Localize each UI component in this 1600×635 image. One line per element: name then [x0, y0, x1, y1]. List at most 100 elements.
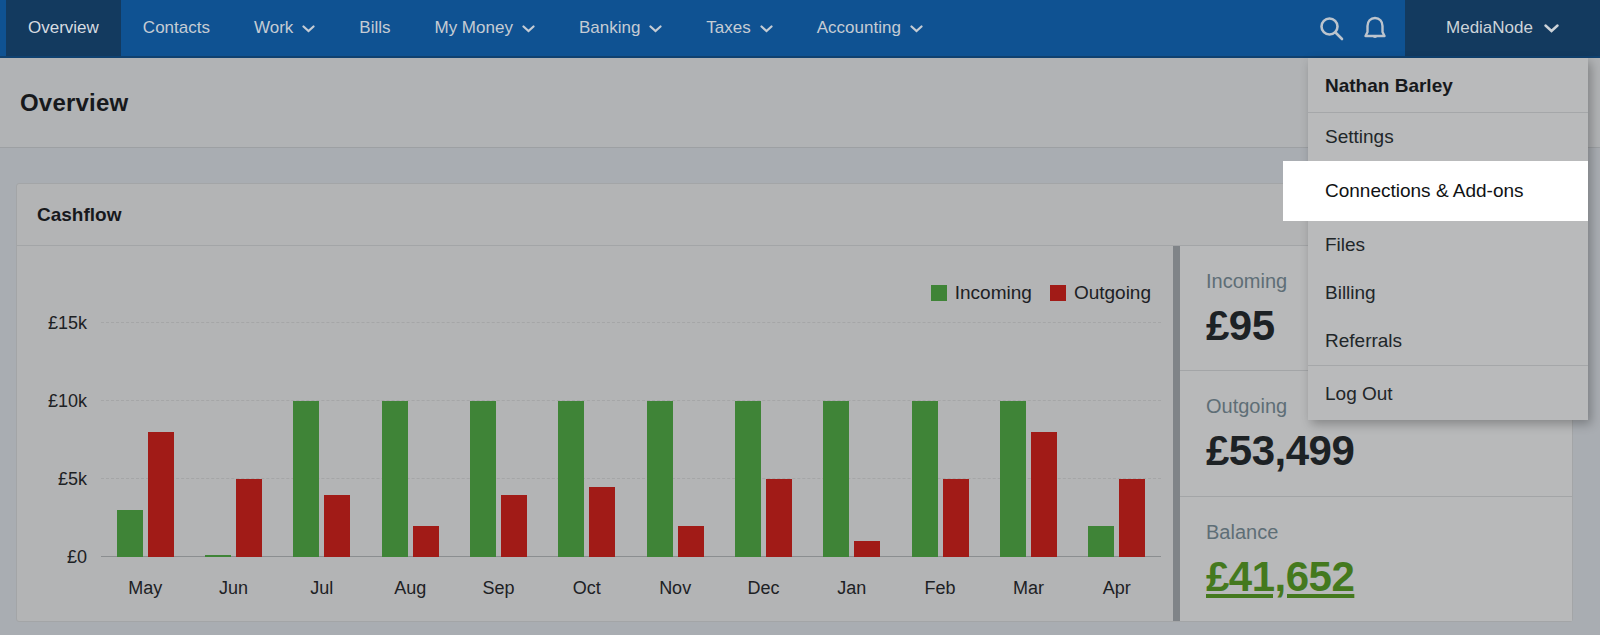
- bar-group-jun: [189, 479, 277, 557]
- bar-group-oct: [543, 401, 631, 557]
- menu-item-billing[interactable]: Billing: [1308, 269, 1588, 317]
- bar-outgoing-feb[interactable]: [943, 479, 969, 557]
- nav-item-label: Overview: [28, 18, 99, 38]
- bar-incoming-sep[interactable]: [470, 401, 496, 557]
- nav-item-label: Accounting: [817, 18, 901, 38]
- cashflow-chart: IncomingOutgoing £0£5k£10k£15k MayJunJul…: [17, 246, 1173, 621]
- nav-item-label: Contacts: [143, 18, 210, 38]
- chart-bars: [101, 307, 1161, 557]
- bar-incoming-dec[interactable]: [735, 401, 761, 557]
- page-title: Overview: [20, 89, 128, 117]
- bar-incoming-apr[interactable]: [1088, 526, 1114, 557]
- search-icon[interactable]: [1309, 0, 1353, 56]
- bar-group-nov: [631, 401, 719, 557]
- bar-incoming-mar[interactable]: [1000, 401, 1026, 557]
- account-menu-trigger[interactable]: MediaNode: [1405, 0, 1600, 56]
- nav-item-contacts[interactable]: Contacts: [121, 0, 232, 56]
- nav-item-banking[interactable]: Banking: [557, 0, 684, 56]
- legend-swatch-outgoing: [1050, 285, 1066, 301]
- x-axis-label-apr: Apr: [1073, 578, 1161, 599]
- nav-item-label: Work: [254, 18, 293, 38]
- bar-incoming-jan[interactable]: [823, 401, 849, 557]
- account-dropdown-menu: Nathan Barley SettingsConnections & Add-…: [1308, 58, 1588, 420]
- x-axis-label-sep: Sep: [454, 578, 542, 599]
- bar-group-jul: [278, 401, 366, 557]
- menu-item-settings[interactable]: Settings: [1308, 113, 1588, 161]
- bar-outgoing-nov[interactable]: [678, 526, 704, 557]
- chevron-down-icon: [302, 18, 315, 38]
- chevron-down-icon: [1544, 18, 1559, 38]
- bar-incoming-feb[interactable]: [912, 401, 938, 557]
- x-axis-label-jun: Jun: [189, 578, 277, 599]
- menu-item-log-out[interactable]: Log Out: [1308, 365, 1588, 420]
- chart-x-axis-labels: MayJunJulAugSepOctNovDecJanFebMarApr: [101, 578, 1161, 599]
- bar-outgoing-mar[interactable]: [1031, 432, 1057, 557]
- bar-group-sep: [454, 401, 542, 557]
- menu-item-files[interactable]: Files: [1308, 221, 1588, 269]
- legend-item-outgoing: Outgoing: [1050, 282, 1151, 304]
- bar-outgoing-apr[interactable]: [1119, 479, 1145, 557]
- bar-group-mar: [984, 401, 1072, 557]
- nav-item-my-money[interactable]: My Money: [412, 0, 556, 56]
- x-axis-label-jul: Jul: [278, 578, 366, 599]
- bar-incoming-nov[interactable]: [647, 401, 673, 557]
- menu-items: SettingsConnections & Add-onsFilesBillin…: [1308, 113, 1588, 420]
- bar-incoming-jul[interactable]: [293, 401, 319, 557]
- chevron-down-icon: [522, 18, 535, 38]
- card-title: Cashflow: [37, 204, 121, 226]
- legend-item-incoming: Incoming: [931, 282, 1032, 304]
- bar-outgoing-oct[interactable]: [589, 487, 615, 557]
- nav-item-label: My Money: [434, 18, 512, 38]
- nav-item-bills[interactable]: Bills: [337, 0, 412, 56]
- bar-incoming-jun[interactable]: [205, 555, 231, 557]
- bar-outgoing-aug[interactable]: [413, 526, 439, 557]
- stat-balance: Balance £41,652: [1180, 497, 1572, 621]
- x-axis-label-aug: Aug: [366, 578, 454, 599]
- bar-group-feb: [896, 401, 984, 557]
- app-root: Overview Contacts Work Bills My Money Banking…: [0, 0, 1600, 635]
- chart-legend: Incoming Outgoing: [931, 282, 1151, 304]
- y-axis-label-10k: £10k: [17, 391, 87, 411]
- bar-incoming-may[interactable]: [117, 510, 143, 557]
- chevron-down-icon: [649, 18, 662, 38]
- x-axis-label-may: May: [101, 578, 189, 599]
- account-name: MediaNode: [1446, 18, 1533, 38]
- bar-outgoing-jan[interactable]: [854, 541, 880, 557]
- nav-item-work[interactable]: Work: [232, 0, 337, 56]
- stat-label: Balance: [1206, 521, 1572, 544]
- bar-incoming-aug[interactable]: [382, 401, 408, 557]
- chevron-down-icon: [910, 18, 923, 38]
- bar-group-apr: [1073, 479, 1161, 557]
- stat-value-outgoing: £53,499: [1206, 427, 1572, 475]
- notification-bell-icon[interactable]: [1353, 0, 1397, 56]
- nav-item-label: Taxes: [706, 18, 750, 38]
- bar-incoming-oct[interactable]: [558, 401, 584, 557]
- nav-spacer: [945, 0, 1309, 56]
- nav-item-label: Bills: [359, 18, 390, 38]
- x-axis-label-mar: Mar: [984, 578, 1072, 599]
- nav-item-overview[interactable]: Overview: [6, 0, 121, 56]
- nav-items: Overview Contacts Work Bills My Money Banking…: [6, 0, 945, 56]
- menu-item-referrals[interactable]: Referrals: [1308, 317, 1588, 365]
- bar-group-dec: [719, 401, 807, 557]
- legend-swatch-incoming: [931, 285, 947, 301]
- x-axis-label-dec: Dec: [719, 578, 807, 599]
- bar-outgoing-dec[interactable]: [766, 479, 792, 557]
- bar-outgoing-jun[interactable]: [236, 479, 262, 557]
- nav-item-taxes[interactable]: Taxes: [684, 0, 794, 56]
- x-axis-label-feb: Feb: [896, 578, 984, 599]
- top-navbar: Overview Contacts Work Bills My Money Banking…: [0, 0, 1600, 58]
- x-axis-label-nov: Nov: [631, 578, 719, 599]
- x-axis-label-jan: Jan: [808, 578, 896, 599]
- nav-item-accounting[interactable]: Accounting: [795, 0, 945, 56]
- bar-outgoing-sep[interactable]: [501, 495, 527, 557]
- bar-outgoing-may[interactable]: [148, 432, 174, 557]
- bar-outgoing-jul[interactable]: [324, 495, 350, 557]
- y-axis-label-15k: £15k: [17, 313, 87, 333]
- menu-item-connections-add-ons[interactable]: Connections & Add-ons: [1283, 161, 1588, 221]
- chevron-down-icon: [760, 18, 773, 38]
- stat-value-balance[interactable]: £41,652: [1206, 553, 1572, 601]
- nav-item-label: Banking: [579, 18, 640, 38]
- y-axis-label-0: £0: [17, 547, 87, 567]
- legend-label: Outgoing: [1074, 282, 1151, 304]
